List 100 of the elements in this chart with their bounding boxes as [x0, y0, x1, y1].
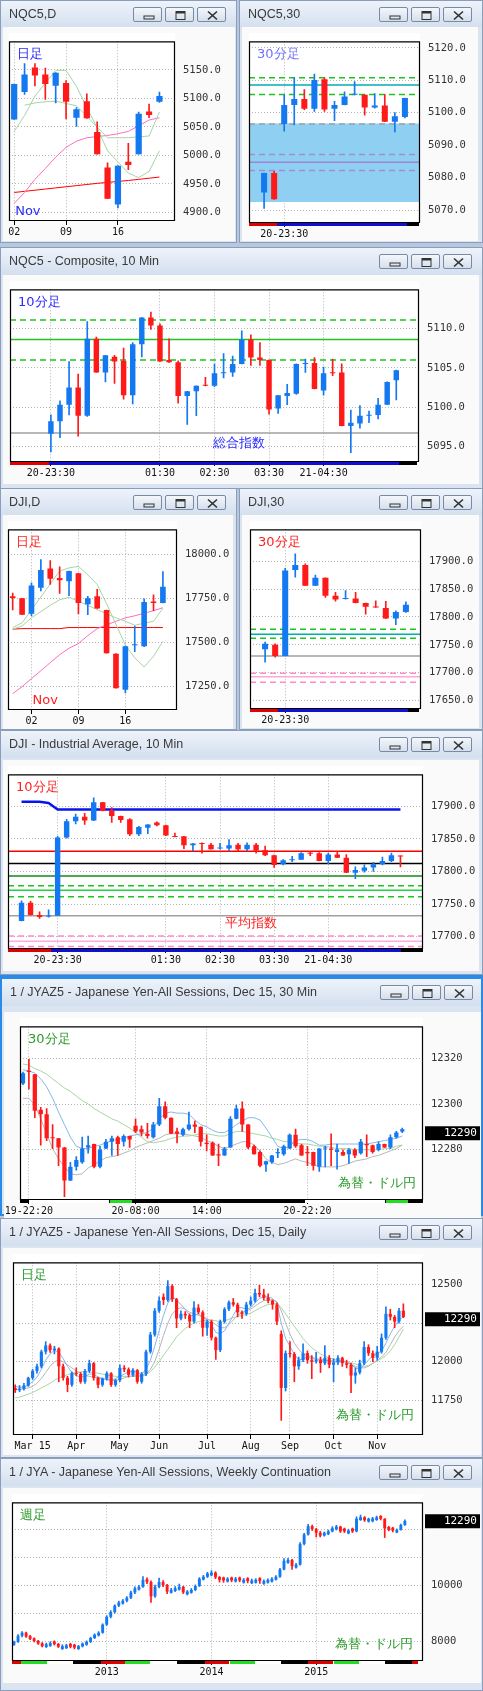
x-tick-label: 02	[25, 714, 38, 726]
y-tick-label: 5110.0	[428, 72, 466, 85]
text: 12290	[443, 1514, 477, 1528]
x-tick-label: 21-04:30	[304, 953, 353, 965]
x-tick-label: Jun	[150, 1439, 169, 1451]
y-tick-label: 11750	[431, 1393, 463, 1406]
x-tick-label: 09	[60, 225, 73, 237]
text: 12290	[443, 1126, 477, 1140]
y-tick-label: 17900.0	[429, 553, 474, 566]
y-tick-label: 17650.0	[429, 693, 474, 706]
annotation: 為替・ドル円	[336, 1407, 414, 1423]
x-tick-label: Sep	[280, 1439, 299, 1451]
x-tick-label: 14:00	[191, 1204, 222, 1216]
x-tick-label: 20-23:30	[261, 713, 310, 725]
x-tick-label: 01:30	[150, 953, 181, 965]
annotation: 30分足	[28, 1030, 71, 1046]
y-tick-label: 17700.0	[429, 665, 474, 678]
chart-title: NQC5,D	[9, 7, 57, 21]
chart-title: DJI,D	[9, 495, 41, 509]
x-tick-label: 02:30	[204, 953, 236, 965]
y-tick-label: 17800.0	[429, 609, 474, 622]
x-tick-label: 16	[119, 714, 132, 726]
annotation: 平均指数	[224, 915, 277, 931]
x-tick-label: 20-22:20	[283, 1204, 332, 1216]
y-tick-label: 12500	[431, 1277, 463, 1290]
y-tick-label: 5110.0	[427, 321, 465, 334]
x-tick-label: 02	[8, 225, 21, 237]
chart-title: DJI,30	[248, 495, 285, 509]
x-tick-label: 20-23:30	[260, 227, 309, 239]
y-tick-label: 5100.0	[427, 399, 465, 412]
annotation: Nov	[15, 203, 41, 219]
y-tick-label: 5105.0	[427, 360, 465, 373]
chart-title: NQC5,30	[248, 7, 301, 21]
y-tick-label: 17750.0	[431, 896, 476, 909]
y-tick-label: 5100.0	[183, 91, 221, 104]
annotation: 日足	[16, 533, 42, 549]
x-tick-label: 21-04:30	[299, 466, 348, 478]
y-tick-label: 4950.0	[183, 176, 221, 189]
annotation: 10分足	[16, 778, 59, 794]
y-tick-label: 12300	[431, 1096, 463, 1109]
chart-title: 1 / JYAZ5 - Japanese Yen-All Sessions, Dec 15, Daily	[9, 1225, 307, 1239]
x-tick-label: Apr	[67, 1439, 86, 1451]
y-tick-label: 5100.0	[428, 105, 466, 118]
annotation: 総合指数	[212, 435, 266, 451]
x-tick-label: 2015	[304, 1665, 329, 1677]
x-tick-label: 2014	[199, 1665, 224, 1677]
y-tick-label: 17850.0	[429, 581, 474, 594]
y-tick-label: 18000.0	[185, 547, 230, 560]
annotation: 週足	[20, 1506, 46, 1522]
y-tick-label: 5080.0	[428, 170, 466, 183]
annotation: 日足	[21, 1266, 47, 1282]
chart-title: NQC5 - Composite, 10 Min	[9, 254, 160, 268]
annotation: 為替・ドル円	[335, 1636, 413, 1652]
x-tick-label: 20-23:30	[33, 953, 82, 965]
x-tick-label: Aug	[241, 1439, 260, 1451]
x-tick-label: 01:30	[144, 466, 176, 478]
y-tick-label: 17850.0	[431, 831, 476, 844]
x-tick-label: 2013	[94, 1665, 119, 1677]
y-tick-label: 5000.0	[183, 148, 221, 161]
y-tick-label: 12000	[431, 1354, 463, 1367]
x-tick-label: 16	[111, 225, 124, 237]
y-tick-label: 17800.0	[431, 864, 476, 877]
annotation: 日足	[17, 45, 43, 61]
annotation: 為替・ドル円	[338, 1175, 416, 1191]
chart-title: DJI - Industrial Average, 10 Min	[9, 737, 184, 751]
chart-title: 1 / JYA - Japanese Yen-All Sessions, Weekly Continuation	[9, 1465, 331, 1479]
x-tick-label: 20-23:30	[26, 466, 75, 478]
y-tick-label: 10000	[431, 1577, 463, 1590]
chart-title: 1 / JYAZ5 - Japanese Yen-All Sessions, Dec 15, 30 Min	[10, 985, 317, 999]
y-tick-label: 5090.0	[428, 137, 466, 150]
annotation: 10分足	[18, 293, 61, 309]
y-tick-label: 17500.0	[185, 635, 230, 648]
y-tick-label: 12280	[431, 1142, 463, 1155]
y-tick-label: 5150.0	[183, 62, 221, 75]
y-tick-label: 12320	[431, 1051, 463, 1064]
x-tick-label: Mar 15	[14, 1439, 51, 1451]
x-tick-label: Oct	[324, 1439, 343, 1451]
x-tick-label: 09	[72, 714, 85, 726]
x-tick-label: 03:30	[253, 466, 285, 478]
x-tick-label: 19-22:20	[4, 1204, 53, 1216]
y-tick-label: 5120.0	[428, 40, 466, 53]
y-tick-label: 17750.0	[429, 637, 474, 650]
x-tick-label: 03:30	[259, 953, 290, 965]
x-tick-label: Nov	[368, 1439, 387, 1451]
x-tick-label: Jul	[198, 1439, 217, 1451]
x-tick-label: 02:30	[199, 466, 230, 478]
y-tick-label: 5070.0	[428, 202, 466, 215]
annotation: Nov	[32, 692, 59, 708]
annotation: 30分足	[257, 45, 300, 61]
y-tick-label: 17700.0	[431, 929, 476, 942]
y-tick-label: 5050.0	[183, 119, 221, 132]
y-tick-label: 17250.0	[185, 679, 230, 692]
y-tick-label: 8000	[431, 1633, 457, 1646]
y-tick-label: 4900.0	[183, 205, 221, 218]
y-tick-label: 17900.0	[431, 798, 476, 811]
y-tick-label: 5095.0	[427, 439, 465, 452]
text: 12290	[443, 1312, 477, 1326]
x-tick-label: 20-08:00	[111, 1204, 160, 1216]
annotation: 30分足	[258, 533, 301, 549]
x-tick-label: May	[110, 1439, 129, 1451]
